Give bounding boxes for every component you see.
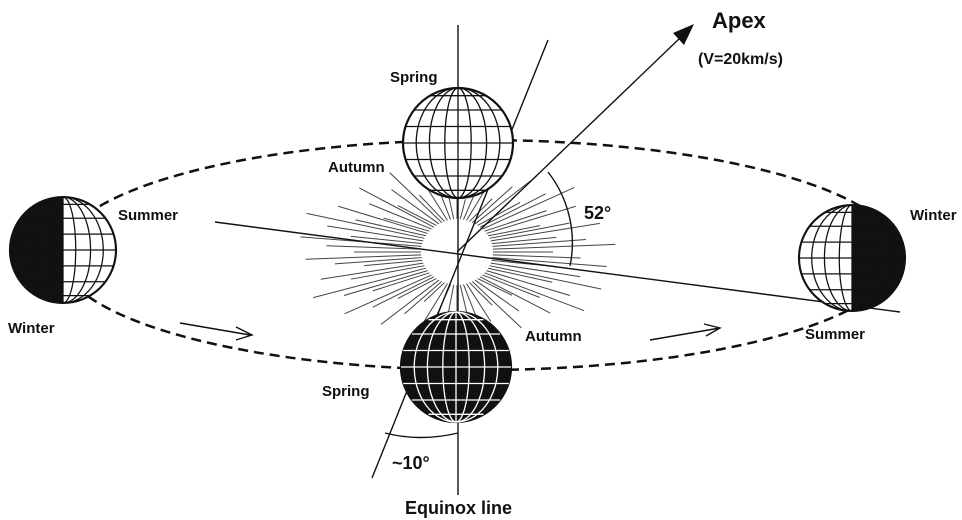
- sun-ray: [492, 257, 607, 268]
- sun-ray: [327, 225, 424, 242]
- sun-ray: [306, 212, 425, 239]
- orbit-arrow: [649, 323, 722, 341]
- sun-ray: [484, 272, 585, 312]
- sun-ray: [372, 276, 435, 308]
- sun-ray: [465, 283, 492, 322]
- sun-ray: [471, 281, 522, 329]
- sun-ray: [350, 235, 423, 245]
- sun-ray: [397, 278, 437, 299]
- sun-ray: [489, 265, 602, 290]
- sun-ray: [320, 262, 424, 280]
- sun-ray: [482, 274, 540, 298]
- sun-ray: [479, 276, 551, 314]
- sun-ray: [459, 199, 466, 220]
- sun-ray: [369, 203, 432, 230]
- season-label: Autumn: [525, 328, 582, 345]
- season-label: Summer: [118, 207, 178, 224]
- ecliptic-line: [214, 221, 901, 313]
- sun-ray: [491, 236, 557, 245]
- sun-ray: [404, 280, 443, 315]
- sun-ray: [474, 279, 520, 312]
- sun-ray: [492, 243, 616, 250]
- apex-speed: (V=20km/s): [698, 51, 783, 68]
- sun-ray: [490, 262, 581, 278]
- apex-label: Apex: [712, 8, 767, 33]
- tilted-axis: [371, 39, 549, 479]
- sun-ray: [419, 194, 446, 222]
- apex-arrowhead: [673, 24, 694, 45]
- sun-ray: [383, 217, 430, 232]
- season-label: Winter: [910, 207, 957, 224]
- sun-ray: [484, 210, 547, 232]
- sun-ray: [343, 270, 428, 297]
- sun-ray: [477, 278, 513, 296]
- sun-ray: [474, 175, 537, 225]
- sun-ray: [350, 265, 425, 280]
- sun-ray: [468, 282, 493, 306]
- orbit-arrow: [179, 322, 254, 341]
- season-label: Spring: [390, 69, 438, 86]
- sun-ray: [313, 267, 426, 299]
- sun-ray: [489, 222, 570, 239]
- sun-ray: [355, 219, 426, 237]
- sun-ray: [364, 259, 423, 267]
- sun-ray: [338, 205, 428, 234]
- sun-ray: [471, 186, 513, 224]
- sun-ray: [468, 198, 493, 222]
- sun-ray: [305, 254, 422, 260]
- sun-ray: [359, 187, 435, 228]
- angle-label: 52°: [584, 203, 611, 223]
- season-label: Autumn: [328, 159, 385, 176]
- sun-ray: [482, 186, 575, 230]
- sun-ray: [492, 238, 587, 247]
- sun-ray: [477, 202, 521, 226]
- sun-ray: [326, 245, 422, 250]
- globe-right: [797, 203, 907, 313]
- season-label: Winter: [8, 320, 55, 337]
- sun-ray: [344, 274, 432, 315]
- sun-ray: [391, 189, 440, 225]
- season-label: Summer: [805, 326, 865, 343]
- globe-bottom: [399, 310, 513, 424]
- axis-label: Equinox line: [405, 498, 512, 518]
- apex-direction: [456, 37, 681, 253]
- sun-ray: [490, 222, 600, 242]
- angle-arc: [547, 171, 574, 267]
- sun-ray: [380, 279, 440, 325]
- sun-ray: [372, 272, 430, 292]
- angle-label: ~10°: [392, 453, 430, 473]
- sun-ray: [459, 284, 468, 313]
- sun-ray: [389, 172, 443, 223]
- sun-ray: [486, 205, 576, 234]
- sun-ray: [488, 225, 541, 237]
- sun-ray: [486, 270, 571, 297]
- angle-arc: [384, 432, 459, 439]
- sun-ray: [397, 205, 437, 226]
- sun-ray: [479, 193, 546, 228]
- sun-ray: [488, 267, 553, 283]
- season-label: Spring: [322, 383, 370, 400]
- globe-top: [401, 86, 515, 200]
- sun-ray: [423, 282, 446, 302]
- globe-left: [8, 195, 118, 305]
- sun-ray: [334, 257, 422, 265]
- sun-ray: [492, 254, 581, 259]
